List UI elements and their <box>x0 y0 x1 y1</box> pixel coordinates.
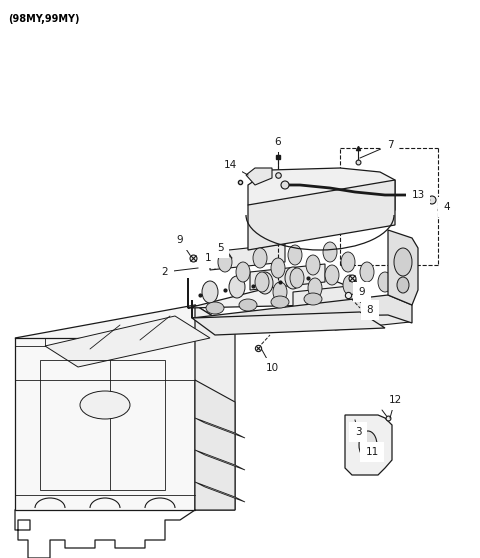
Polygon shape <box>45 316 210 367</box>
Polygon shape <box>195 450 245 470</box>
Ellipse shape <box>397 277 409 293</box>
Text: 10: 10 <box>265 363 278 373</box>
Ellipse shape <box>271 296 289 308</box>
Text: 7: 7 <box>387 140 393 150</box>
Ellipse shape <box>271 258 285 278</box>
Polygon shape <box>388 230 418 305</box>
Ellipse shape <box>285 267 301 289</box>
Text: 6: 6 <box>275 137 281 147</box>
Ellipse shape <box>257 272 273 294</box>
Ellipse shape <box>378 272 392 292</box>
Ellipse shape <box>290 268 304 288</box>
Polygon shape <box>250 264 325 290</box>
Ellipse shape <box>253 248 267 268</box>
Text: 11: 11 <box>365 447 379 457</box>
Ellipse shape <box>255 272 269 292</box>
Polygon shape <box>248 168 395 218</box>
Circle shape <box>281 181 289 189</box>
Polygon shape <box>15 338 195 510</box>
Polygon shape <box>15 305 235 362</box>
Ellipse shape <box>273 282 287 302</box>
Ellipse shape <box>359 431 377 459</box>
Ellipse shape <box>236 262 250 282</box>
Text: 9: 9 <box>359 287 365 297</box>
Text: 13: 13 <box>411 190 425 200</box>
Polygon shape <box>210 244 285 270</box>
Polygon shape <box>345 415 392 475</box>
Polygon shape <box>248 180 395 250</box>
Circle shape <box>428 196 436 204</box>
Text: 9: 9 <box>177 235 183 245</box>
Polygon shape <box>195 482 245 502</box>
Ellipse shape <box>325 265 339 285</box>
Text: 2: 2 <box>162 267 168 277</box>
Polygon shape <box>188 275 345 315</box>
Text: (98MY,99MY): (98MY,99MY) <box>8 14 80 24</box>
Text: 1: 1 <box>204 253 211 263</box>
Polygon shape <box>293 284 368 310</box>
Text: 4: 4 <box>444 202 450 212</box>
Text: 14: 14 <box>223 160 237 170</box>
Ellipse shape <box>323 242 337 262</box>
Ellipse shape <box>308 278 322 298</box>
Ellipse shape <box>306 255 320 275</box>
Text: 5: 5 <box>216 243 223 253</box>
Ellipse shape <box>202 281 218 303</box>
Ellipse shape <box>229 276 245 298</box>
Ellipse shape <box>304 293 322 305</box>
Ellipse shape <box>394 248 412 276</box>
Ellipse shape <box>218 252 232 272</box>
Ellipse shape <box>343 275 357 295</box>
Polygon shape <box>192 295 412 323</box>
Polygon shape <box>195 305 235 510</box>
Polygon shape <box>195 380 235 510</box>
Polygon shape <box>192 312 385 335</box>
Polygon shape <box>195 418 245 438</box>
Ellipse shape <box>239 299 257 311</box>
Ellipse shape <box>341 252 355 272</box>
Polygon shape <box>246 168 272 185</box>
Text: 8: 8 <box>367 305 373 315</box>
Ellipse shape <box>80 391 130 419</box>
Ellipse shape <box>360 262 374 282</box>
Text: 3: 3 <box>355 427 361 437</box>
Polygon shape <box>335 304 410 330</box>
Ellipse shape <box>206 302 224 314</box>
Text: 12: 12 <box>388 395 402 405</box>
Ellipse shape <box>288 245 302 265</box>
